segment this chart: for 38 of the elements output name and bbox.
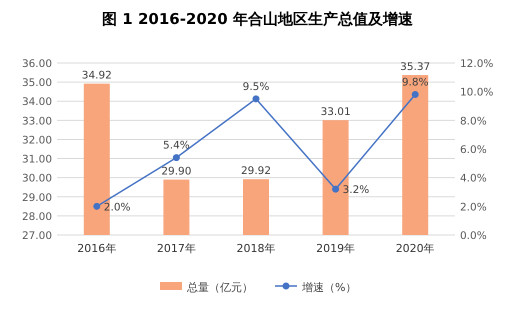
y-tick-label: 34.00: [22, 96, 52, 108]
x-tick-label: 2017年: [156, 242, 196, 255]
legend-label: 增速（%）: [301, 281, 356, 294]
data-label: 34.92: [82, 70, 112, 82]
legend-label: 总量（亿元）: [186, 281, 253, 294]
point: [252, 95, 260, 102]
y2-tick-label: 8.0%: [460, 115, 487, 128]
data-label: 29.92: [240, 165, 272, 178]
point: [412, 91, 419, 98]
point: [332, 186, 340, 193]
y-tick-label: 27.00: [22, 230, 52, 242]
point: [172, 154, 180, 162]
chart-title: 图 1 2016-2020 年合山地区生产总值及增速: [102, 10, 414, 28]
y2-tick-label: 0.0%: [460, 230, 487, 242]
data-label: 5.4%: [163, 140, 190, 152]
data-label: 9.8%: [402, 76, 429, 89]
y-tick-label: 36.00: [22, 58, 52, 70]
y2-tick-label: 10.0%: [460, 86, 494, 99]
x-tick-label: 2016年: [77, 242, 116, 255]
y-tick-label: 30.00: [22, 172, 52, 185]
data-label: 29.90: [161, 166, 192, 178]
y2-tick-label: 2.0%: [460, 201, 487, 214]
x-tick-label: 2020年: [396, 242, 435, 255]
x-tick-label: 2018年: [236, 242, 276, 255]
x-tick-label: 2019年: [316, 242, 356, 255]
data-label: 9.5%: [242, 80, 270, 93]
y-tick-label: 35.00: [22, 77, 52, 90]
y-tick-label: 28.00: [22, 210, 52, 223]
point: [93, 202, 100, 210]
data-label: 35.37: [400, 61, 430, 74]
y-tick-label: 32.00: [22, 134, 52, 146]
data-label: 33.01: [320, 106, 351, 118]
y-tick-label: 33.00: [22, 115, 52, 128]
y2-tick-label: 12.0%: [460, 58, 494, 70]
y-tick-label: 31.00: [22, 154, 52, 166]
y2-tick-label: 4.0%: [460, 172, 487, 185]
y2-tick-label: 6.0%: [460, 144, 487, 156]
y-tick-label: 29.00: [22, 192, 52, 204]
